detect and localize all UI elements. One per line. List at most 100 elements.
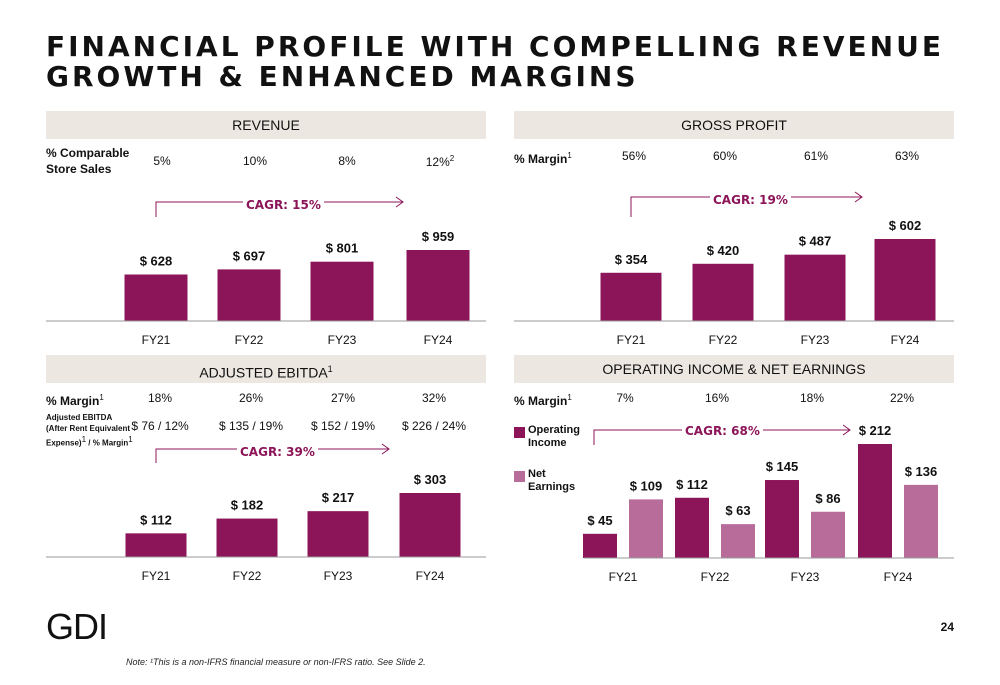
comparable-sales-label: % Comparable Store Sales [46,146,130,176]
gross-margin-value: 56% [621,149,647,163]
gross-margin-label: % Margin1 [514,151,572,166]
operating-margin-label: % Margin1 [514,393,572,408]
ebitda-after-rent-label: Adjusted EBITDA (After Rent Equivalent E… [46,413,133,448]
bar-value-label: $ 136 [905,464,938,479]
x-tick-label: FY21 [142,569,171,583]
x-tick-label: FY23 [801,333,830,347]
gross-margin-value: 61% [803,149,829,163]
x-tick-label: FY22 [233,569,262,583]
bar-operating-income [765,480,799,558]
ebitda-cagr: CAGR: 39% [237,445,318,459]
page-title-line-2: GROWTH & ENHANCED MARGINS [46,60,639,93]
bar-value-label: $ 420 [707,243,740,258]
legend-swatch-operating [514,427,525,438]
gdi-logo: GDI [46,606,108,647]
comparable-sales-value: 12%2 [425,154,455,169]
bar [125,533,187,557]
x-tick-label: FY24 [891,333,920,347]
x-tick-label: FY23 [328,333,357,347]
bar-value-label: $ 217 [322,490,355,505]
x-tick-label: FY21 [142,333,171,347]
cagr-arrow-head [842,424,851,436]
revenue-header: REVENUE [46,111,486,139]
ebitda-after-rent-value: $ 76 / 12% [131,419,189,433]
bar-value-label: $ 109 [630,478,663,493]
bar-operating-income [583,533,617,558]
operating-margin-value: 22% [889,391,915,405]
bar-value-label: $ 145 [766,459,799,474]
gross-profit-chart: $ 354 $ 420 $ 487 $ 602 FY21 FY22 FY23 FY24 [514,191,954,347]
bar-value-label: $ 354 [615,252,648,267]
bar [310,261,374,321]
bar-value-label: $ 628 [140,254,173,269]
comparable-sales-value: 5% [153,154,171,168]
bar-value-label: $ 801 [326,241,359,256]
bar-value-label: $ 63 [725,503,750,518]
x-tick-label: FY24 [416,569,445,583]
ebitda-chart: $ 112 $ 182 $ 217 $ 303 FY21 FY22 FY23 FY24 [46,443,486,583]
bar-net-earnings [904,484,938,558]
bar [406,250,470,321]
ebitda-margin-value: 26% [238,391,264,405]
operating-cagr: CAGR: 68% [682,424,763,438]
bar-value-label: $ 212 [859,423,892,438]
bar-net-earnings [629,499,663,558]
gross-profit-header: GROSS PROFIT [514,111,954,139]
comparable-sales-value: 8% [338,154,356,168]
bar-value-label: $ 112 [140,512,172,527]
operating-panel: OPERATING INCOME & NET EARNINGS % Margin… [514,355,954,587]
gross-profit-cagr: CAGR: 19% [710,193,791,207]
x-tick-label: FY23 [791,570,820,584]
bar-value-label: $ 182 [231,498,264,513]
operating-margin-value: 7% [616,391,634,405]
cagr-arrow-head [381,443,390,455]
x-tick-label: FY21 [609,570,638,584]
bar-value-label: $ 959 [422,229,455,244]
cagr-arrow-line [593,429,850,445]
bar-value-label: $ 697 [233,248,266,263]
comparable-sales-value: 10% [242,154,268,168]
revenue-chart: $ 628 $ 697 $ 801 $ 959 FY21 FY22 FY23 FY24 [46,196,486,347]
bar-operating-income [858,444,892,558]
x-tick-label: FY24 [424,333,453,347]
bar-value-label: $ 45 [587,513,612,528]
bar-value-label: $ 112 [676,477,708,492]
x-tick-label: FY22 [701,570,730,584]
operating-margin-value: 18% [799,391,825,405]
bar [692,263,754,321]
ebitda-after-rent-value: $ 152 / 19% [310,419,376,433]
x-tick-label: FY22 [235,333,264,347]
bar [784,254,846,321]
ebitda-panel: ADJUSTED EBITDA1 % Margin1 18% 26% 27% 3… [46,355,486,587]
revenue-cagr: CAGR: 15% [243,198,324,212]
ebitda-margin-label: % Margin1 [46,393,104,408]
bar-net-earnings [721,524,755,558]
page-number: 24 [940,620,954,634]
gross-margin-value: 60% [712,149,738,163]
footnote: Note: ¹This is a non-IFRS financial meas… [126,657,426,667]
operating-header: OPERATING INCOME & NET EARNINGS [514,355,954,383]
bar-value-label: $ 602 [889,218,922,233]
ebitda-after-rent-value: $ 135 / 19% [218,419,284,433]
ebitda-header: ADJUSTED EBITDA1 [46,355,486,383]
gross-margin-value: 63% [894,149,920,163]
ebitda-margin-value: 32% [421,391,447,405]
cagr-arrow-head [395,196,404,208]
ebitda-margin-value: 18% [147,391,173,405]
bar [600,272,662,321]
x-tick-label: FY22 [709,333,738,347]
x-tick-label: FY23 [324,569,353,583]
bar [874,239,936,321]
bar [124,274,188,321]
bar [216,518,278,557]
cagr-arrow-head [854,191,863,203]
bar-operating-income [675,497,709,558]
page-title: FINANCIAL PROFILE WITH COMPELLING REVENU… [46,32,946,92]
x-tick-label: FY24 [884,570,913,584]
bar-value-label: $ 86 [815,491,840,506]
operating-chart: $ 45 $ 109 $ 112 $ 63 $ 145 $ 86 $ 212 $ 136 FY2… [583,423,954,584]
revenue-panel: REVENUE % Comparable Store Sales 5% 10% … [46,111,486,347]
bar [217,269,281,321]
x-tick-label: FY21 [617,333,646,347]
gross-profit-panel: GROSS PROFIT % Margin1 56% 60% 61% 63% $… [514,111,954,347]
